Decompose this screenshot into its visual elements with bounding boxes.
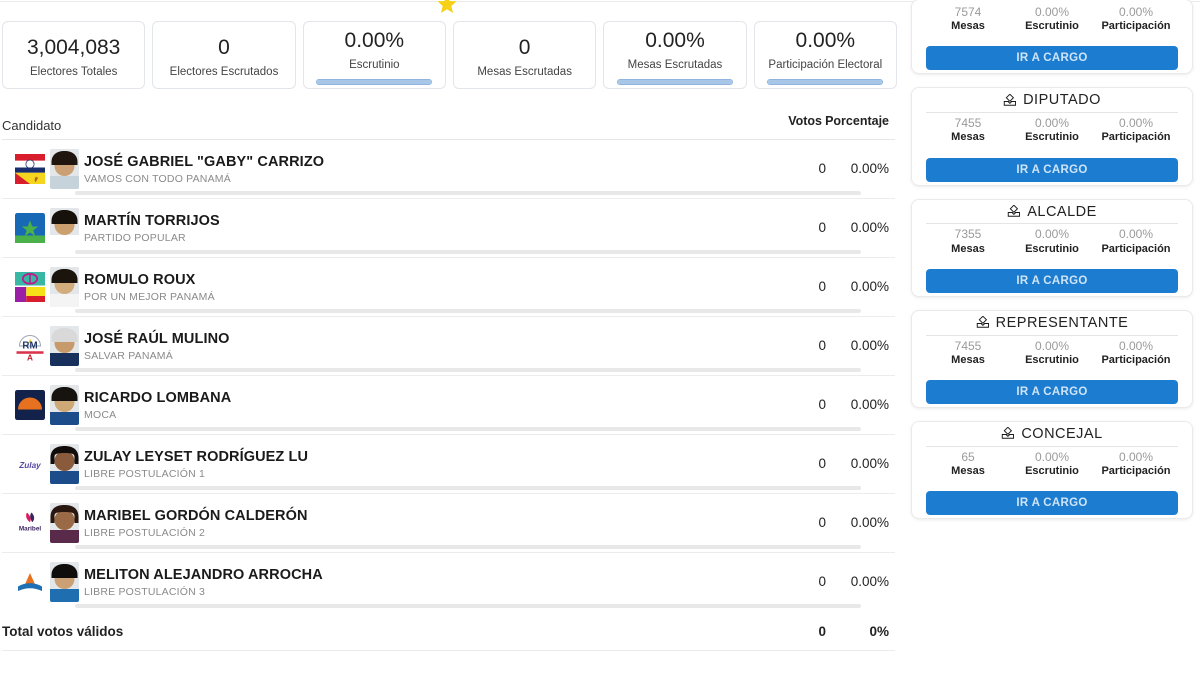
svg-text:RM: RM (22, 340, 37, 351)
svg-text:A: A (27, 353, 33, 362)
svg-text:Zulay: Zulay (18, 461, 41, 470)
svg-text:Maribel: Maribel (19, 526, 41, 533)
